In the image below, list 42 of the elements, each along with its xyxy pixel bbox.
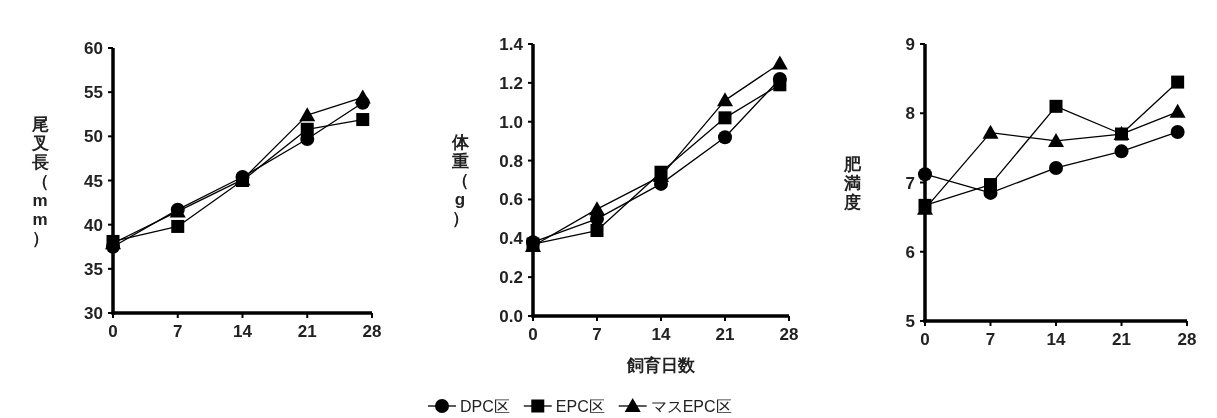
x-tick-label: 14 [1046,330,1066,349]
y-tick-label: 30 [84,304,103,323]
y-tick-label: 0.4 [499,229,524,249]
x-tick-label: 28 [1177,330,1197,349]
y-tick-label: 0.6 [499,190,523,210]
x-tick-label: 0 [528,325,538,344]
y-axis-title: 尾叉長（mm） [30,114,49,248]
x-axis-title: 飼育日数 [626,355,696,375]
y-tick-label: 35 [84,259,103,279]
y-axis-title: 肥満度 [842,154,862,212]
legend-label: DPC区 [460,398,510,415]
x-tick-label: 14 [233,322,253,341]
y-tick-label: 6 [905,242,915,262]
y-tick-label: 50 [84,127,103,147]
x-tick-label: 0 [108,322,118,341]
legend-label: マスEPC区 [650,398,732,415]
y-tick-label: 1.4 [499,35,524,54]
y-tick-label: 1.0 [499,112,523,132]
legend-label: EPC区 [555,398,605,415]
y-axis-title: 体重（g） [450,133,470,228]
y-tick-label: 7 [905,173,915,193]
x-tick-label: 28 [779,325,799,344]
x-tick-label: 21 [297,322,317,341]
y-tick-label: 9 [905,35,915,54]
x-tick-label: 21 [1112,330,1131,349]
y-tick-label: 1.2 [499,73,523,93]
y-tick-label: 5 [905,312,915,331]
y-tick-label: 60 [84,39,103,58]
x-tick-label: 0 [920,330,930,349]
y-tick-label: 40 [84,215,103,235]
y-tick-label: 0.0 [499,307,523,326]
y-tick-label: 0.8 [499,151,523,171]
x-tick-label: 14 [651,325,671,344]
y-tick-label: 55 [84,83,103,103]
x-tick-label: 7 [173,322,183,341]
x-tick-label: 7 [592,325,602,344]
y-tick-label: 45 [84,171,103,191]
y-tick-label: 0.2 [499,268,523,288]
x-tick-label: 7 [985,330,996,349]
x-tick-label: 28 [362,322,382,341]
x-tick-label: 21 [715,325,735,344]
y-tick-label: 8 [905,104,915,124]
